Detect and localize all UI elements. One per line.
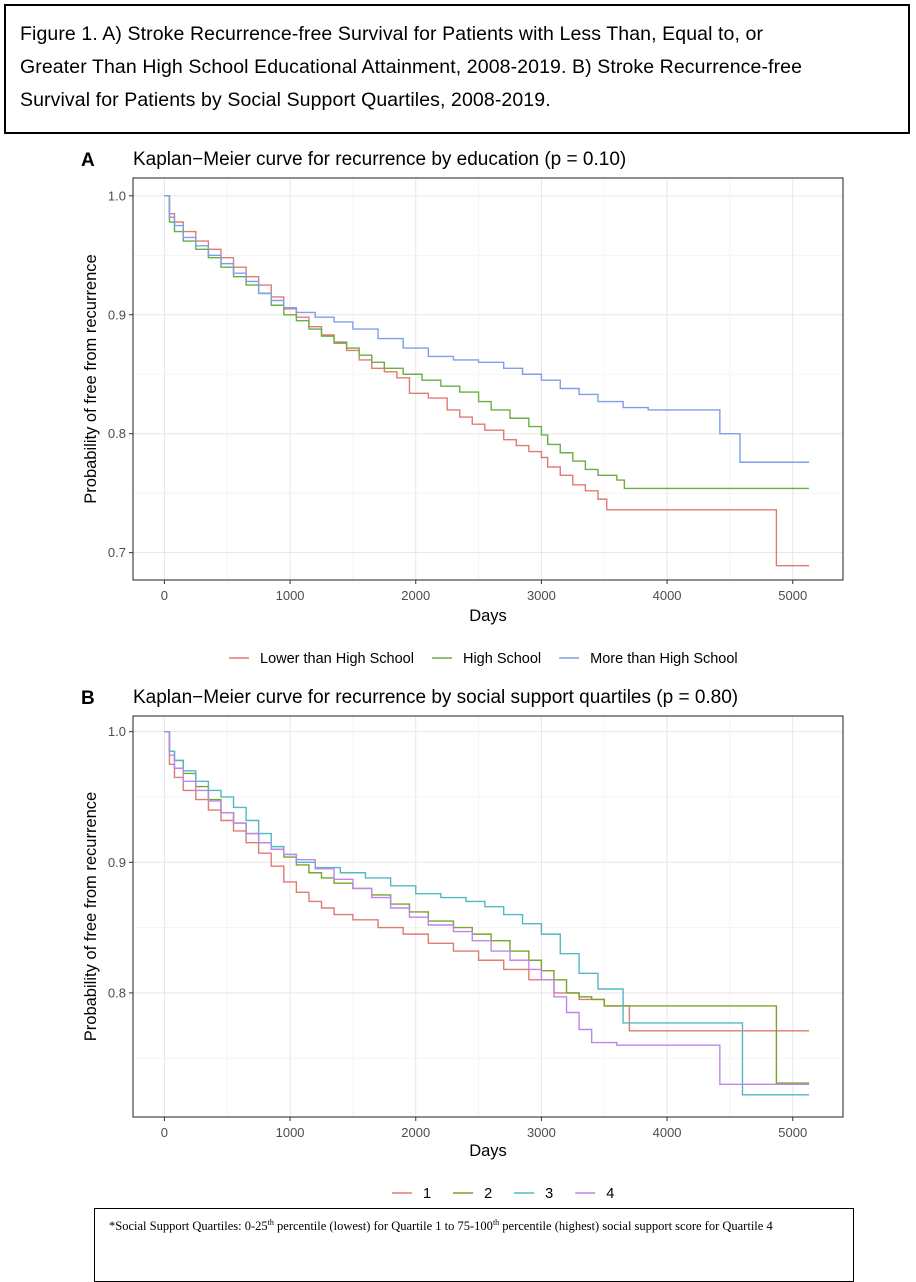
footnote-sup-1: th	[267, 1217, 274, 1227]
x-tick-label: 1000	[276, 1125, 305, 1140]
legend-label: 3	[545, 1186, 553, 1202]
legend-label: 4	[606, 1186, 614, 1202]
panel-a-x-axis-label: Days	[469, 607, 507, 625]
series-line-4	[164, 730, 810, 1086]
x-tick-label: 3000	[527, 588, 556, 603]
x-tick-label: 0	[161, 1125, 168, 1140]
y-tick-label: 0.8	[108, 426, 126, 441]
x-tick-label: 2000	[401, 588, 430, 603]
footnote-star: *	[109, 1219, 116, 1233]
footnote-sup-2: th	[492, 1217, 500, 1227]
y-tick-label: 1.0	[108, 724, 126, 739]
panel-b-grid	[133, 716, 843, 1117]
series-line-lower-than-high-school	[164, 195, 810, 567]
panel-a-chart: A Kaplan−Meier curve for recurrence by e…	[81, 149, 844, 667]
panel-b-plot-area	[133, 716, 843, 1117]
y-tick-label: 0.9	[108, 855, 126, 870]
y-tick-label: 0.7	[108, 545, 126, 560]
series-line-more-than-high-school	[164, 195, 810, 463]
x-tick-label: 0	[161, 588, 168, 603]
panel-a-legend: Lower than High School High School More th…	[229, 651, 738, 667]
legend-label: 1	[423, 1186, 431, 1202]
panel-a-title: Kaplan−Meier curve for recurrence by edu…	[133, 149, 626, 170]
panel-b-chart: B Kaplan−Meier curve for recurrence by s…	[81, 687, 844, 1202]
y-tick-label: 0.8	[108, 985, 126, 1000]
x-tick-label: 5000	[778, 1125, 807, 1140]
panel-a-grid	[133, 178, 843, 580]
panel-b-letter: B	[81, 688, 95, 709]
panel-b-ticks: 0 1000 2000 3000 4000 5000 0.8 0.9 1.0	[108, 724, 807, 1140]
y-tick-label: 0.9	[108, 307, 126, 322]
x-tick-label: 4000	[653, 588, 682, 603]
panel-a-ticks: 0 1000 2000 3000 4000 5000 0.7 0.8 0.9 1.0	[108, 188, 807, 603]
panel-b-legend: 1 2 3 4	[392, 1186, 614, 1202]
footnote-text-1: Social Support Quartiles: 0-25	[115, 1219, 268, 1233]
footnote-box: *Social Support Quartiles: 0-25th percen…	[94, 1208, 854, 1282]
panel-a-y-axis-label: Probability of free from recurrence	[82, 254, 100, 503]
panel-a-frame	[132, 177, 844, 581]
caption-line-1: Figure 1. A) Stroke Recurrence-free Surv…	[20, 23, 764, 45]
figure-caption: Figure 1. A) Stroke Recurrence-free Surv…	[4, 4, 910, 134]
x-tick-label: 5000	[778, 588, 807, 603]
x-tick-label: 3000	[527, 1125, 556, 1140]
footnote-text-3: percentile (highest) social support scor…	[499, 1219, 773, 1233]
caption-line-3: Survival for Patients by Social Support …	[20, 89, 551, 111]
panel-a-series	[164, 195, 810, 567]
panel-b-series	[164, 730, 810, 1096]
panel-a-plot-area	[133, 178, 843, 580]
panel-b-title: Kaplan−Meier curve for recurrence by soc…	[133, 687, 738, 708]
legend-label: More than High School	[590, 651, 738, 667]
legend-label: High School	[463, 651, 541, 667]
x-tick-label: 1000	[276, 588, 305, 603]
series-line-high-school	[164, 195, 810, 490]
caption-line-2: Greater Than High School Educational Att…	[20, 56, 803, 78]
legend-label: 2	[484, 1186, 492, 1202]
x-tick-label: 2000	[401, 1125, 430, 1140]
panel-b-frame	[132, 715, 844, 1118]
y-tick-label: 1.0	[108, 188, 126, 203]
legend-label: Lower than High School	[260, 651, 414, 667]
footnote-text-2: percentile (lowest) for Quartile 1 to 75…	[273, 1219, 493, 1233]
x-tick-label: 4000	[653, 1125, 682, 1140]
panel-b-y-axis-label: Probability of free from recurrence	[82, 792, 100, 1041]
panel-b-x-axis-label: Days	[469, 1142, 507, 1160]
panel-a-letter: A	[81, 150, 95, 171]
